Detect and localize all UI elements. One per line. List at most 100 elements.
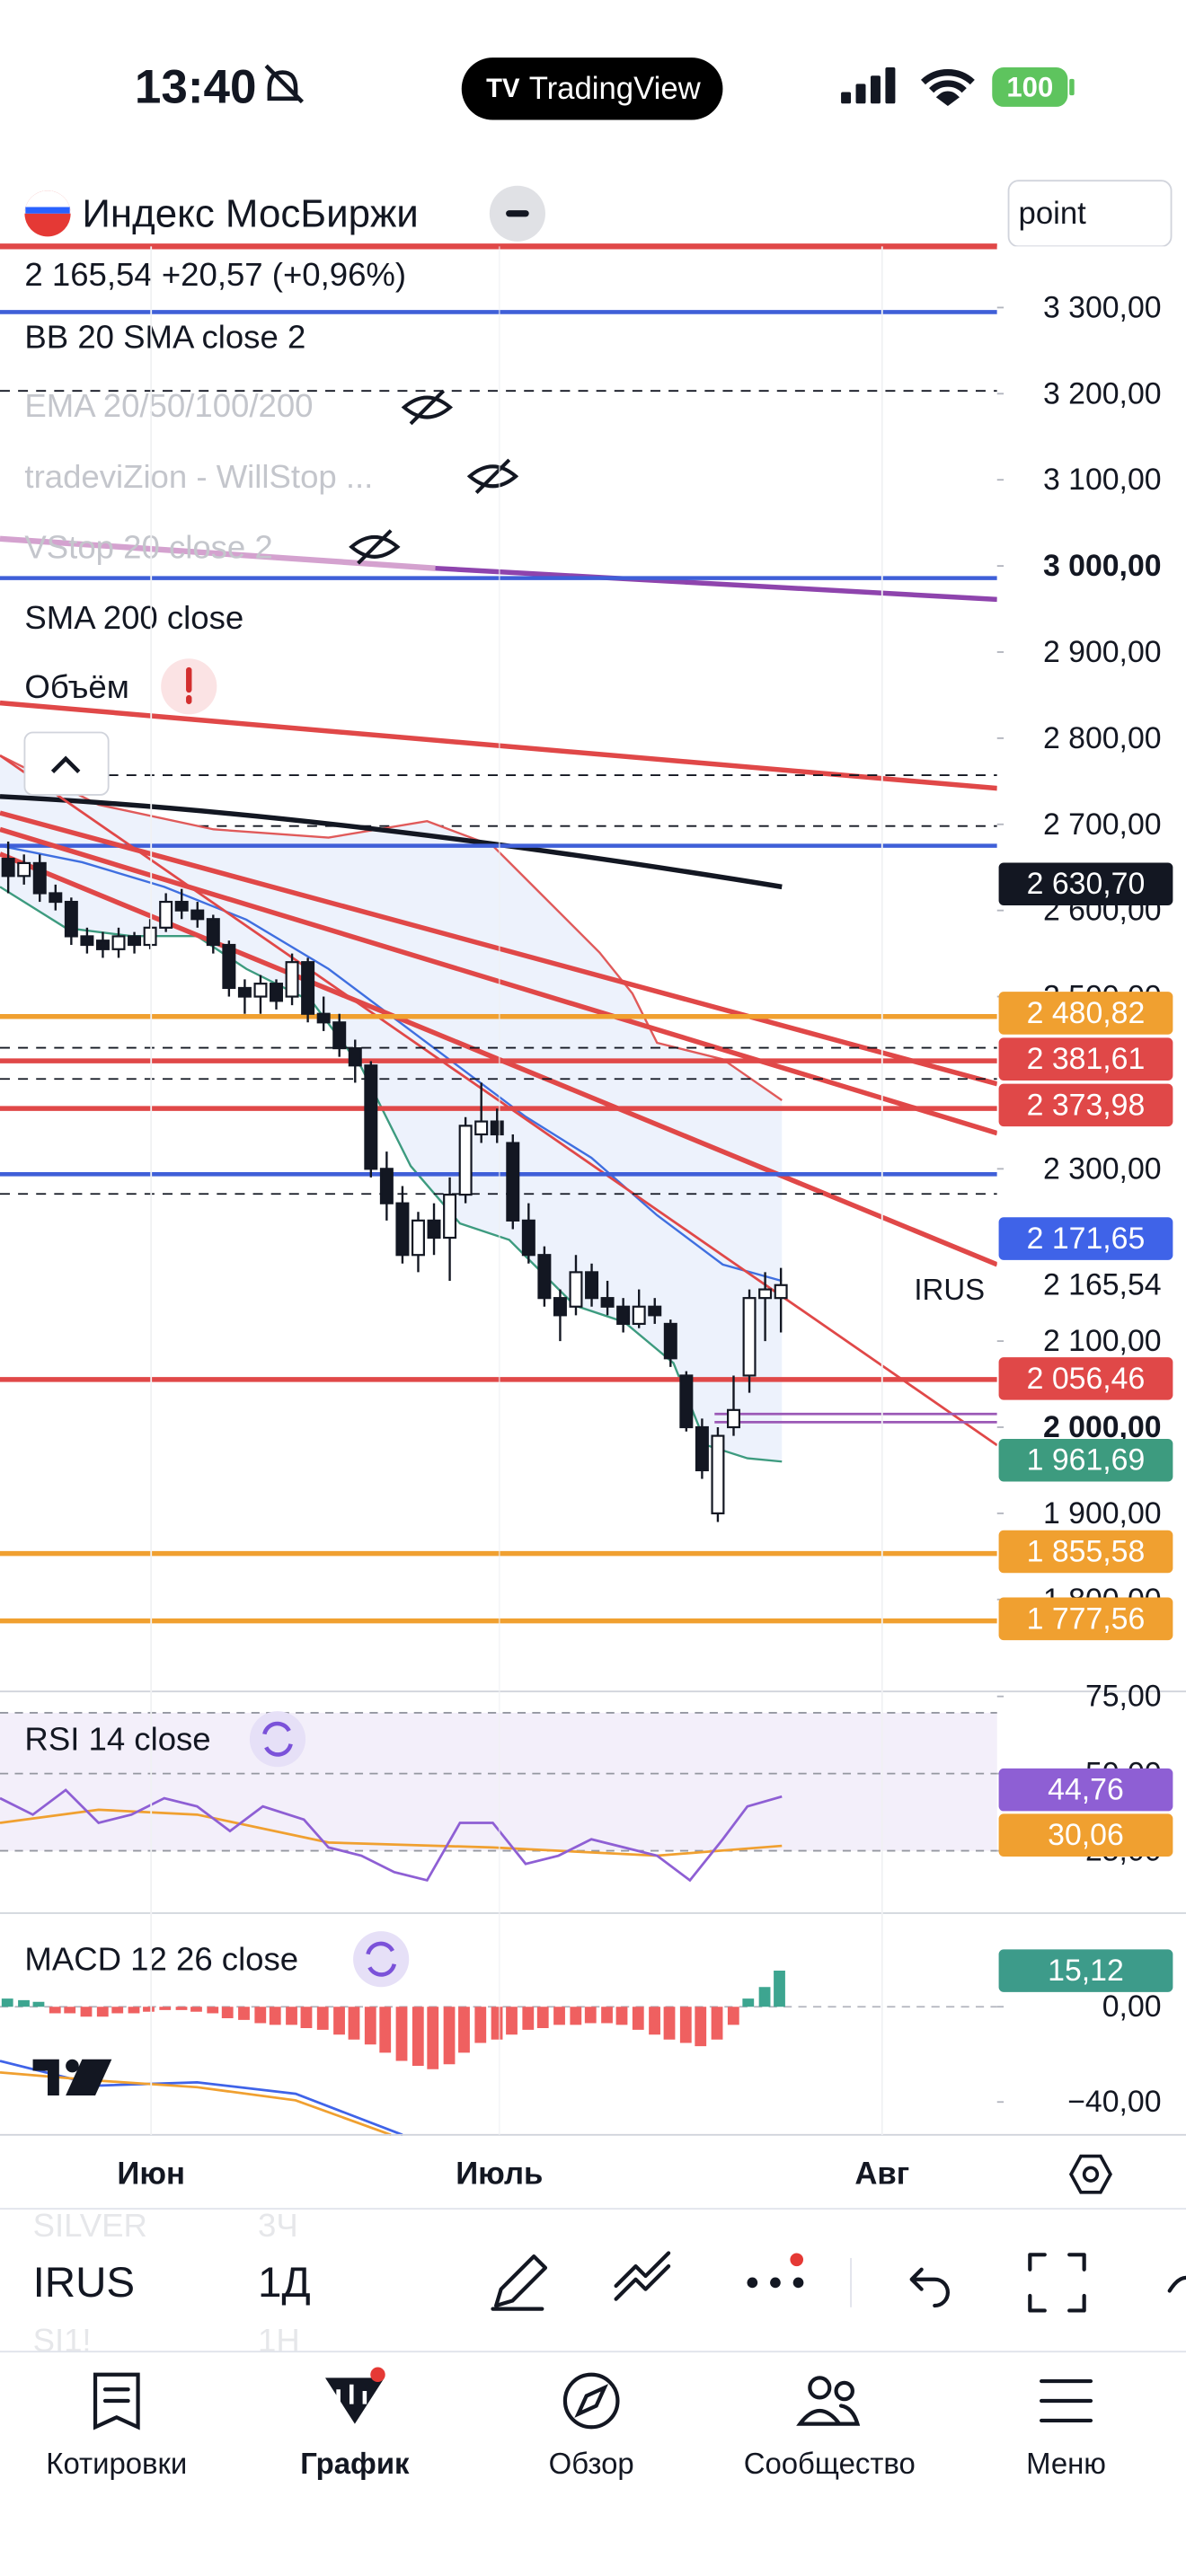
explore-icon xyxy=(562,2372,620,2430)
candle-body xyxy=(253,983,268,998)
settings-icon[interactable] xyxy=(1068,2154,1112,2194)
candle-body xyxy=(190,909,205,921)
candle-body xyxy=(128,935,142,947)
candle-body xyxy=(663,1322,677,1360)
tab-label[interactable]: Котировки xyxy=(46,2447,187,2480)
y-tick-label: 3 100,00 xyxy=(1043,463,1162,497)
tab-label[interactable]: Обзор xyxy=(549,2447,634,2480)
price-tag xyxy=(998,1083,1173,1127)
lines-icon[interactable] xyxy=(614,2251,671,2301)
y-tick-label: 2 900,00 xyxy=(1043,635,1162,669)
collapse-icon xyxy=(506,210,529,217)
signal-icon xyxy=(841,67,896,104)
expand-btn[interactable] xyxy=(23,731,110,796)
candle-body xyxy=(458,1125,473,1196)
ghost-interval: 3Ч xyxy=(258,2207,298,2244)
ghost-symbol: SI1! xyxy=(33,2322,92,2359)
series-label: IRUS xyxy=(914,1273,985,1306)
community-icon xyxy=(834,2380,854,2402)
candle-body xyxy=(758,1288,773,1300)
candle-body xyxy=(395,1202,410,1257)
battery xyxy=(992,67,1068,107)
candle-body xyxy=(80,935,94,947)
vstop-line xyxy=(435,565,997,603)
candle-body xyxy=(695,1425,709,1472)
candle-body xyxy=(174,900,189,912)
price-tag-label: 1 855,58 xyxy=(1027,1534,1146,1568)
candle-body xyxy=(332,1021,347,1050)
value-tag xyxy=(998,1768,1173,1812)
rsi-btn[interactable] xyxy=(249,1711,306,1768)
price-tag xyxy=(998,1530,1173,1574)
candle-body xyxy=(600,1297,615,1308)
toolbar-interval[interactable]: 1Д xyxy=(258,2259,311,2307)
y-tick-label: 2 000,00 xyxy=(1043,1410,1162,1444)
tab-label[interactable]: Меню xyxy=(1026,2447,1106,2480)
candle-body xyxy=(427,1219,441,1239)
candle-body xyxy=(17,861,31,878)
rsi-line xyxy=(0,1788,783,1883)
y-tick-label: 0,00 xyxy=(1102,1989,1162,2024)
symbol-name: Индекс МосБиржи xyxy=(82,191,418,235)
price-tag xyxy=(998,1357,1173,1400)
more-edge xyxy=(1167,2275,1186,2293)
tv-mark: TV xyxy=(486,75,520,103)
legend-item: Объём xyxy=(24,668,128,705)
explore-needle xyxy=(574,2384,609,2418)
candle-body xyxy=(222,943,236,990)
candle-body xyxy=(316,1012,331,1024)
y-tick-label: 2 300,00 xyxy=(1043,1151,1162,1186)
tab-label[interactable]: График xyxy=(300,2447,410,2480)
toolbar-symbol[interactable]: IRUS xyxy=(33,2259,136,2307)
tv-logo xyxy=(32,2059,112,2095)
battery-tip xyxy=(1069,78,1075,96)
candle-body xyxy=(301,961,315,1015)
price-tag-label: 2 381,61 xyxy=(1027,1042,1146,1076)
ghost-symbol: SILVER xyxy=(33,2207,147,2244)
candles xyxy=(1,841,788,1522)
undo-icon[interactable] xyxy=(909,2267,950,2308)
candle-body xyxy=(285,961,299,998)
macd-btn[interactable] xyxy=(353,1931,410,1988)
candle-body xyxy=(270,983,284,1002)
more-icon[interactable] xyxy=(747,2277,804,2289)
candle-body xyxy=(95,940,110,950)
candle-body xyxy=(490,1120,504,1136)
value-tag xyxy=(998,1813,1173,1857)
draw-icon[interactable] xyxy=(491,2254,548,2311)
candle-body xyxy=(569,1271,583,1308)
quote: 2 165,54 +20,57 (+0,96%) xyxy=(24,256,406,293)
menu-icon xyxy=(1040,2378,1093,2423)
value-tag-label: 44,76 xyxy=(1048,1773,1124,1807)
candle-body xyxy=(237,986,252,998)
price-axis: 3 300,00 3 200,00 3 100,00 3 000,00 2 900,00… xyxy=(996,246,1186,1692)
flag-mid xyxy=(25,207,70,214)
tab-label[interactable]: Сообщество xyxy=(744,2447,916,2480)
y-tick-label: 2 100,00 xyxy=(1043,1324,1162,1358)
candle-body xyxy=(553,1297,567,1317)
candle-body xyxy=(1,858,15,878)
clock: 13:40 xyxy=(135,60,257,113)
y-tick-label: 3 000,00 xyxy=(1043,549,1162,583)
app-pill[interactable] xyxy=(461,57,723,120)
y-tick-label: 2 700,00 xyxy=(1043,807,1162,842)
macd-axis: 0,00 −40,00 15,12 xyxy=(996,1949,1173,2119)
candle-body xyxy=(727,1408,740,1429)
price-tag-label: 2 171,65 xyxy=(1027,1222,1146,1256)
candle-body xyxy=(32,861,47,895)
search-text: point xyxy=(1019,197,1087,231)
price-tag xyxy=(998,862,1173,905)
settings-dot xyxy=(1082,2166,1100,2183)
macd-title: MACD 12 26 close xyxy=(24,1941,298,1978)
refresh-icon xyxy=(366,1941,397,1977)
x-tick-label: Авг xyxy=(854,2157,909,2192)
candle-body xyxy=(474,1120,489,1136)
vstop-line xyxy=(0,535,436,571)
sma200 xyxy=(0,794,783,890)
fullscreen-icon[interactable] xyxy=(1028,2253,1086,2313)
candle-body xyxy=(679,1374,694,1429)
value-tag-label: 30,06 xyxy=(1048,1818,1124,1852)
x-tick-label: Июль xyxy=(456,2157,543,2192)
candle-body xyxy=(537,1254,552,1300)
